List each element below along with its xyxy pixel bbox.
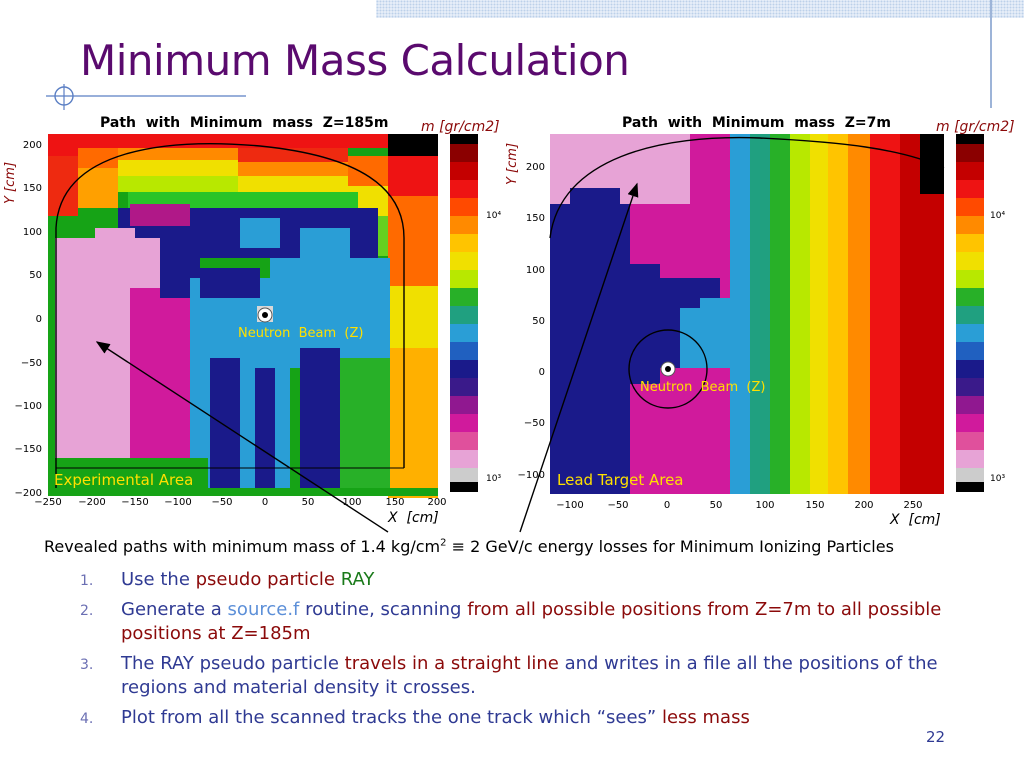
left-plot-title: Path with Minimum mass Z=185m — [100, 115, 388, 131]
left-x-tick: −250 — [34, 497, 61, 508]
left-x-tick: −50 — [211, 497, 232, 508]
crosshair-decoration-icon — [46, 84, 246, 110]
right-x-tick: 150 — [805, 500, 824, 511]
left-y-tick: −150 — [15, 444, 42, 455]
left-x-tick: −150 — [121, 497, 148, 508]
left-x-tick: 150 — [385, 497, 404, 508]
right-colorbar — [956, 134, 984, 492]
left-colorbar-label: m [gr/cm2] — [421, 119, 500, 135]
right-arrow — [519, 182, 639, 533]
right-y-tick: 100 — [526, 265, 545, 276]
right-x-tick: 200 — [854, 500, 873, 511]
left-y-tick: 50 — [29, 270, 42, 281]
right-y-tick: 50 — [532, 316, 545, 327]
header-decoration-line — [990, 0, 992, 108]
header-decoration-band — [376, 0, 1024, 18]
left-x-tick: 100 — [342, 497, 361, 508]
minimum-mass-figure: Path with Minimum mass Z=185m m [gr/cm2]… — [3, 115, 1015, 533]
step-item: 4. Plot from all the scanned tracks the o… — [80, 707, 750, 728]
left-x-axis-label: X [cm] — [387, 510, 439, 526]
left-area-label: Experimental Area — [54, 471, 193, 489]
right-x-tick: 250 — [903, 500, 922, 511]
right-area-label: Lead Target Area — [557, 471, 684, 489]
left-y-tick: 0 — [36, 314, 42, 325]
left-y-tick: 150 — [23, 183, 42, 194]
right-y-tick: −50 — [524, 418, 545, 429]
step-item: 3. The RAY pseudo particle travels in a s… — [80, 653, 938, 698]
right-y-tick: 0 — [539, 367, 545, 378]
right-y-tick: 200 — [526, 162, 545, 173]
left-y-tick: 100 — [23, 227, 42, 238]
right-y-axis-label: Y [cm] — [505, 143, 520, 185]
figure-caption: Revealed paths with minimum mass of 1.4 … — [44, 537, 894, 556]
step-item: 1. Use the pseudo particle RAY — [80, 569, 375, 590]
left-beam-marker-icon — [257, 306, 273, 323]
right-colorbar-tick: 10⁴ — [990, 211, 1005, 221]
right-x-tick: 0 — [664, 500, 670, 511]
left-x-tick: −100 — [164, 497, 191, 508]
right-x-tick: −100 — [556, 500, 583, 511]
right-x-tick: 100 — [755, 500, 774, 511]
left-x-tick: 0 — [262, 497, 268, 508]
left-heatmap — [48, 134, 438, 498]
left-y-tick: −50 — [21, 358, 42, 369]
right-colorbar-label: m [gr/cm2] — [936, 119, 1015, 135]
right-x-tick: 50 — [710, 500, 723, 511]
right-y-tick: −100 — [518, 470, 545, 481]
left-colorbar-tick: 10³ — [486, 474, 501, 484]
left-x-tick: 50 — [302, 497, 315, 508]
page-number: 22 — [926, 728, 946, 746]
right-x-tick: −50 — [607, 500, 628, 511]
right-x-axis-label: X [cm] — [889, 512, 941, 528]
right-heatmap — [549, 134, 945, 494]
left-beam-label: Neutron Beam (Z) — [238, 326, 363, 341]
left-y-tick: −200 — [15, 488, 42, 499]
left-y-tick: 200 — [23, 140, 42, 151]
steps-list: 1. Use the pseudo particle RAY 2. Generate… — [80, 568, 960, 736]
left-colorbar-tick: 10⁴ — [486, 211, 501, 221]
left-x-tick: −200 — [78, 497, 105, 508]
right-plot-title: Path with Minimum mass Z=7m — [622, 115, 891, 131]
slide-title: Minimum Mass Calculation — [80, 36, 630, 85]
step-item: 2. Generate a source.f routine, scanning … — [80, 599, 942, 644]
left-y-tick: −100 — [15, 401, 42, 412]
right-beam-label: Neutron Beam (Z) — [640, 380, 765, 395]
right-colorbar-tick: 10³ — [990, 474, 1005, 484]
right-beam-marker-icon — [660, 361, 676, 377]
right-y-tick: 150 — [526, 213, 545, 224]
left-colorbar — [450, 134, 478, 492]
left-arrow — [95, 341, 389, 533]
left-y-axis-label: Y [cm] — [3, 162, 18, 204]
left-x-tick: 200 — [427, 497, 446, 508]
